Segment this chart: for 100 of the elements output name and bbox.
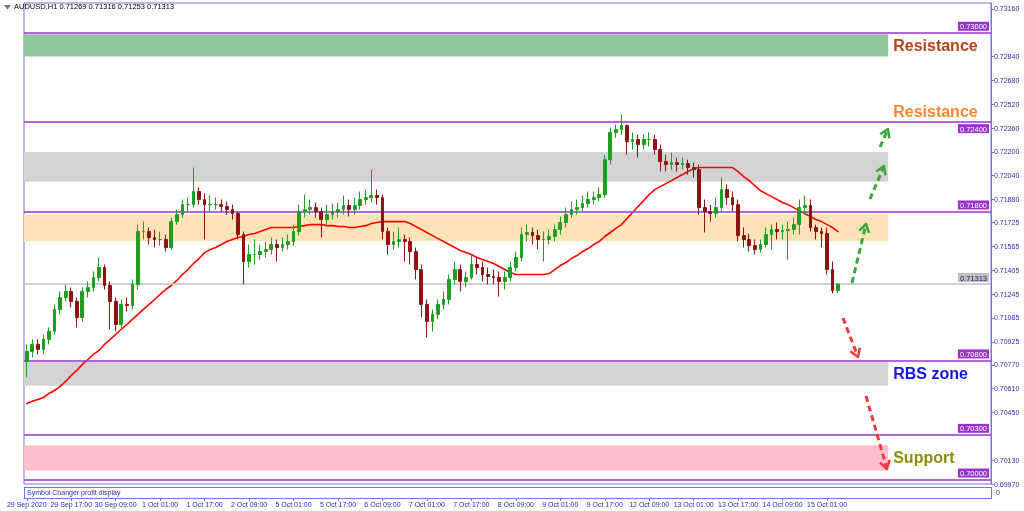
band-label: RBS zone — [893, 365, 968, 383]
candlestick — [581, 195, 584, 213]
candlestick — [447, 273, 451, 305]
candlestick — [542, 231, 545, 263]
candlestick — [131, 279, 134, 310]
candlestick — [275, 238, 279, 263]
candlestick — [197, 187, 201, 206]
candlestick — [175, 209, 179, 226]
candlestick — [192, 167, 195, 209]
candlestick — [631, 132, 634, 151]
candlestick — [147, 227, 151, 246]
candlestick — [492, 269, 495, 285]
candlestick — [836, 283, 840, 294]
candlestick — [486, 266, 490, 285]
candlestick — [69, 286, 73, 309]
candlestick — [347, 199, 351, 218]
candlestick — [225, 201, 229, 216]
candlestick — [525, 224, 529, 243]
candlestick — [770, 224, 773, 251]
candlestick — [475, 257, 479, 275]
candlestick — [136, 224, 140, 291]
candlestick — [442, 290, 445, 310]
candlestick — [153, 229, 156, 249]
candlestick — [92, 271, 95, 292]
candlestick — [231, 204, 234, 221]
candlestick — [564, 207, 568, 229]
candlestick — [481, 261, 484, 282]
candlestick — [242, 231, 245, 285]
candlestick — [720, 177, 723, 213]
candlestick — [714, 197, 718, 219]
candlestick — [736, 199, 740, 243]
candlestick — [531, 227, 534, 246]
candlestick — [431, 308, 434, 332]
candlestick — [809, 199, 812, 233]
candlestick — [42, 333, 45, 355]
candlestick — [764, 227, 768, 249]
candlestick — [53, 303, 56, 335]
candlestick — [125, 297, 129, 312]
candlestick — [547, 229, 551, 246]
candlestick — [142, 221, 145, 240]
candlestick — [186, 197, 190, 213]
annotation: Resistance — [893, 102, 978, 120]
candlestick — [514, 251, 518, 272]
candlestick — [586, 191, 590, 209]
candlestick — [381, 194, 384, 240]
candlestick — [775, 222, 779, 240]
candlestick — [75, 297, 79, 328]
candlestick — [570, 201, 573, 219]
candlestick — [470, 254, 473, 281]
candlestick — [375, 189, 379, 206]
candlestick — [614, 124, 618, 139]
candlestick — [536, 229, 540, 251]
candlestick — [208, 195, 212, 213]
candlestick — [281, 237, 284, 253]
candlestick — [825, 227, 829, 275]
candlestick — [342, 195, 345, 216]
candlestick — [97, 257, 101, 282]
candlestick — [647, 132, 651, 148]
candlestick — [642, 134, 646, 151]
candlestick — [258, 244, 262, 261]
candlestick — [425, 298, 429, 338]
candlestick — [436, 298, 440, 320]
candlestick — [786, 221, 790, 261]
candlestick — [753, 238, 757, 256]
candlestick — [114, 297, 118, 332]
candlestick — [803, 195, 807, 216]
candlestick — [814, 224, 818, 240]
candlestick — [58, 290, 62, 315]
candlestick — [781, 224, 784, 240]
candlestick — [164, 234, 168, 253]
candlestick — [47, 326, 51, 345]
candlestick — [681, 157, 684, 171]
candlestick — [236, 211, 240, 240]
candlestick — [253, 238, 256, 265]
candlestick — [297, 204, 301, 237]
candlestick — [453, 261, 457, 285]
candlestick — [169, 217, 173, 251]
candlestick — [36, 338, 40, 355]
candlestick — [620, 114, 623, 136]
candlestick — [686, 159, 690, 176]
candlestick — [119, 298, 123, 330]
candlestick — [80, 286, 84, 323]
line-series — [25, 166, 839, 405]
candlestick — [664, 154, 668, 173]
candlestick — [292, 224, 295, 247]
candlestick — [497, 271, 501, 298]
candlestick — [331, 203, 334, 221]
candlestick — [392, 231, 395, 251]
candlestick — [103, 264, 106, 291]
candlestick — [86, 280, 90, 299]
candlestick — [203, 193, 206, 240]
candlestick — [464, 271, 468, 288]
band-label: Support — [893, 449, 956, 467]
candlestick — [286, 234, 290, 251]
candlestick — [759, 238, 762, 254]
candlestick — [386, 227, 390, 256]
candlestick — [670, 152, 673, 171]
candlestick — [219, 199, 223, 213]
candlestick — [336, 202, 340, 219]
candlestick — [158, 231, 162, 247]
